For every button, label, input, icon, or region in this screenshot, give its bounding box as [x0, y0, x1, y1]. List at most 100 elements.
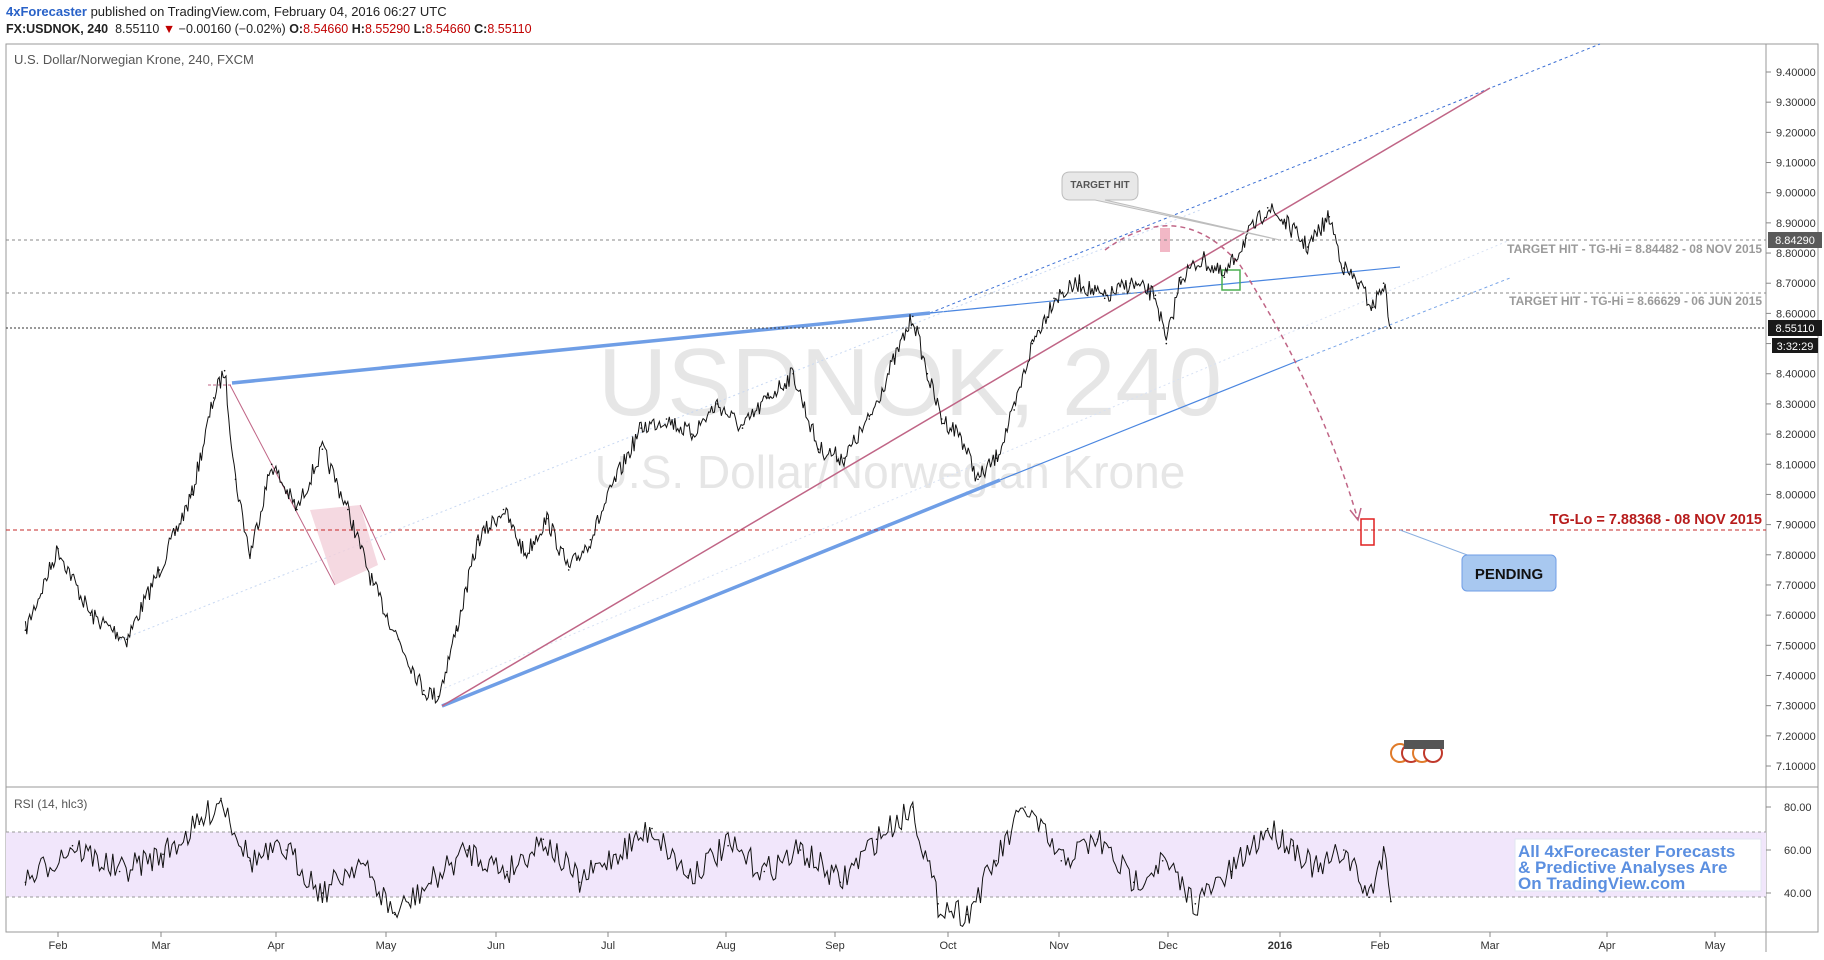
- publish-text: published on TradingView.com, February 0…: [86, 4, 447, 19]
- price-tick-label: 7.90000: [1776, 520, 1816, 532]
- price-tick-label: 8.20000: [1776, 429, 1816, 441]
- rsi-axis[interactable]: 80.00 60.00 40.00: [1766, 802, 1812, 900]
- price-point: [665, 418, 668, 420]
- green-box-marker: [1221, 269, 1241, 291]
- price-point: [270, 463, 273, 466]
- price-tick-label: 8.10000: [1776, 459, 1816, 471]
- price-point: [615, 478, 617, 481]
- price-tick-label: 7.70000: [1776, 580, 1816, 592]
- low-value: 8.54660: [425, 22, 471, 36]
- price-point: [640, 427, 642, 429]
- level-high-badge-text: 8.84290: [1775, 235, 1815, 247]
- price-point: [1180, 276, 1182, 279]
- price-pane-frame: [5, 43, 1819, 788]
- publish-info: 4xForecaster published on TradingView.co…: [6, 4, 447, 19]
- target-hit-label-1: TARGET HIT - TG-Hi = 8.84482 - 08 NOV 20…: [1507, 242, 1762, 256]
- countdown-badge: [1772, 338, 1818, 353]
- price-point: [524, 554, 526, 556]
- rsi-point: [285, 849, 288, 851]
- price-tick-label: 7.20000: [1776, 731, 1816, 743]
- rsi-point: [1230, 870, 1233, 873]
- rsi-point: [71, 844, 74, 847]
- promo-line-1: All 4xForecaster Forecasts: [1518, 842, 1735, 861]
- tg-lo-label: TG-Lo = 7.88368 - 08 NOV 2015: [1550, 512, 1762, 528]
- rsi-point: [118, 870, 121, 873]
- price-point: [1154, 294, 1157, 297]
- blue-upper-trend-ext: [929, 266, 1401, 314]
- rsi-point: [995, 860, 997, 862]
- author-link[interactable]: 4xForecaster: [6, 4, 87, 19]
- price-point: [691, 433, 693, 435]
- rsi-point: [1382, 849, 1385, 851]
- pending-callout: [1461, 554, 1557, 592]
- rsi-point: [578, 881, 581, 884]
- price-tick-label: 7.10000: [1776, 761, 1816, 773]
- rsi-tick-label: 40.00: [1784, 888, 1812, 900]
- rsi-point: [615, 853, 617, 856]
- price-point: [1343, 267, 1345, 269]
- price-point: [567, 569, 570, 571]
- pending-target-box: [1360, 518, 1375, 546]
- rsi-point: [1060, 860, 1063, 862]
- time-tick-label: Mar: [152, 940, 171, 952]
- price-tick-label: 9.10000: [1776, 158, 1816, 170]
- time-tick-label: May: [1705, 940, 1726, 952]
- rsi-point: [430, 881, 432, 884]
- rsi-point: [1024, 806, 1026, 808]
- rsi-point: [357, 860, 360, 862]
- rsi-line: [24, 798, 1392, 928]
- rsi-point: [506, 870, 508, 873]
- last-price-badge-text: 8.55110: [1776, 323, 1815, 335]
- price-point: [347, 508, 349, 511]
- time-axis[interactable]: Feb Mar Apr May Jun Jul Aug Sep Oct Nov Dec 2016 Feb…: [49, 932, 1726, 952]
- price-point: [397, 638, 400, 641]
- target-hit-callout-text: TARGET HIT: [1070, 180, 1129, 191]
- rsi-point: [1266, 827, 1269, 830]
- price-point: [234, 478, 237, 481]
- low-label: L:: [413, 22, 426, 36]
- rsi-pane-title: RSI (14, hlc3): [14, 797, 87, 811]
- time-tick-label: Apr: [1598, 940, 1615, 952]
- rsi-point: [763, 870, 766, 873]
- price-point: [868, 418, 871, 420]
- price-point: [296, 508, 298, 511]
- forecast-arc-2: [1239, 264, 1359, 521]
- time-tick-label: Nov: [1049, 940, 1069, 952]
- price-point: [817, 448, 820, 451]
- symbol-label[interactable]: FX:USDNOK, 240: [6, 22, 109, 36]
- chart-header: 4xForecaster published on TradingView.co…: [0, 0, 1824, 44]
- price-point: [1165, 342, 1168, 345]
- price-axis[interactable]: 9.40000 9.30000 9.20000 9.10000 9.00000 8.900…: [1766, 67, 1816, 773]
- price-point: [1328, 216, 1331, 218]
- price-point: [995, 457, 997, 460]
- price-tick-label: 9.30000: [1776, 97, 1816, 109]
- price-tick-label: 8.80000: [1776, 248, 1816, 260]
- price-point: [589, 538, 592, 541]
- price-point: [1382, 282, 1385, 285]
- price-point: [223, 369, 226, 372]
- price-point: [437, 695, 440, 698]
- open-label: O:: [289, 22, 304, 36]
- price-tick-label: 7.30000: [1776, 701, 1816, 713]
- price-series: [24, 203, 1392, 705]
- open-value: 8.54660: [303, 22, 349, 36]
- blue-lower-trend-ext: [999, 359, 1301, 481]
- pink-zigzag-2: [359, 504, 386, 561]
- price-point: [893, 357, 896, 360]
- price-point: [158, 569, 161, 571]
- price-tick-label: 8.30000: [1776, 399, 1816, 411]
- rsi-tick-label: 80.00: [1784, 802, 1812, 814]
- time-tick-label: Oct: [939, 940, 956, 952]
- economic-events-icon[interactable]: [1390, 740, 1444, 763]
- price-tick-label: 7.40000: [1776, 670, 1816, 682]
- pending-text: PENDING: [1475, 566, 1543, 583]
- price-point: [212, 397, 215, 399]
- price-point: [477, 538, 479, 541]
- rsi-point: [198, 823, 201, 825]
- blue-lower-trend-thick: [441, 478, 1001, 708]
- price-point: [321, 448, 324, 451]
- rsi-point: [1194, 903, 1197, 905]
- time-tick-label: Dec: [1158, 940, 1178, 952]
- price-point: [455, 629, 458, 631]
